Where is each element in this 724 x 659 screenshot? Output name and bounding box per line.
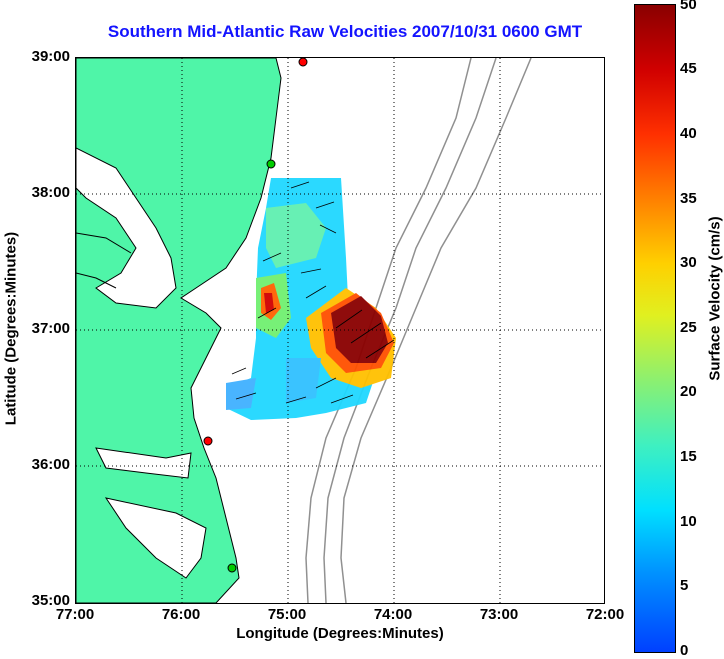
pamlico-sound [104, 497, 207, 579]
ytick-label: 39:00 [31, 48, 70, 65]
ytick-label: 38:00 [31, 184, 70, 201]
velocity-arrows [231, 181, 395, 404]
colorbar-tick: 35 [680, 190, 697, 207]
station-marker [203, 436, 213, 446]
map-plot-area [75, 57, 605, 604]
colorbar-tick: 5 [680, 577, 689, 594]
colorbar-tick: 25 [680, 319, 697, 336]
xtick-label: 72:00 [585, 606, 625, 623]
colorbar-tick: 15 [680, 448, 697, 465]
colorbar-tick: 0 [680, 642, 689, 659]
river-1 [76, 232, 132, 254]
ytick-label: 35:00 [31, 592, 70, 609]
colorbar [634, 4, 676, 653]
grid [76, 58, 604, 603]
river-2 [76, 272, 117, 289]
bathymetry-contour-3 [340, 58, 532, 603]
colorbar-tick: 30 [680, 254, 697, 271]
map-svg [76, 58, 604, 603]
station-marker [266, 159, 276, 169]
xtick-label: 74:00 [373, 606, 413, 623]
colorbar-tick: 10 [680, 513, 697, 530]
station-marker [227, 563, 237, 573]
xtick-label: 73:00 [479, 606, 519, 623]
colorbar-tick: 40 [680, 125, 697, 142]
xtick-label: 75:00 [267, 606, 307, 623]
colorbar-tick: 45 [680, 60, 697, 77]
xtick-label: 77:00 [55, 606, 95, 623]
station-marker [298, 58, 308, 67]
velocity-field [226, 178, 396, 420]
chesapeake-bay [76, 147, 177, 309]
x-axis-label: Longitude (Degrees:Minutes) [236, 625, 444, 642]
map-title: Southern Mid-Atlantic Raw Velocities 200… [107, 22, 583, 41]
colorbar-label: Surface Velocity (cm/s) [706, 216, 724, 381]
albemarle-sound [95, 447, 192, 479]
xtick-label: 76:00 [161, 606, 201, 623]
ytick-label: 36:00 [31, 456, 70, 473]
colorbar-tick: 50 [680, 0, 697, 13]
y-axis-label: Latitude (Degrees:Minutes) [2, 231, 20, 426]
ytick-label: 37:00 [31, 320, 70, 337]
colorbar-tick: 20 [680, 383, 697, 400]
